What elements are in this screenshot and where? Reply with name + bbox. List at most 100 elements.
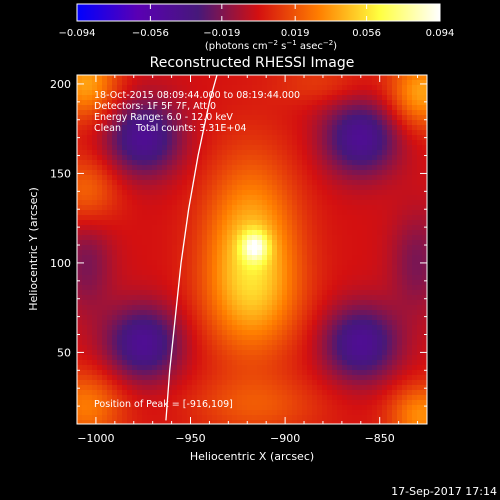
heatmap-cell [272,340,278,346]
heatmap-cell [227,385,233,391]
heatmap-cell [92,115,98,121]
heatmap-cell [217,105,223,111]
heatmap-cell [262,345,268,351]
heatmap-cell [167,185,173,191]
heatmap-cell [107,165,113,171]
heatmap-cell [272,370,278,376]
heatmap-cell [182,205,188,211]
heatmap-cell [102,190,108,196]
heatmap-cell [147,410,153,416]
heatmap-cell [352,165,358,171]
heatmap-cell [122,370,128,376]
heatmap-cell [327,315,333,321]
heatmap-cell [312,385,318,391]
heatmap-cell [107,240,113,246]
heatmap-cell [302,185,308,191]
heatmap-cell [147,100,153,106]
heatmap-cell [77,290,83,296]
heatmap-cell [337,350,343,356]
colorbar-tick-label: −0.019 [203,28,240,39]
heatmap-cell [97,165,103,171]
heatmap-cell [282,80,288,86]
heatmap-cell [257,120,263,126]
heatmap-cell [227,100,233,106]
heatmap-cell [217,250,223,256]
heatmap-cell [182,280,188,286]
heatmap-cell [162,275,168,281]
heatmap-cell [392,345,398,351]
heatmap-cell [107,230,113,236]
heatmap-cell [227,225,233,231]
heatmap-cell [182,285,188,291]
heatmap-cell [97,85,103,91]
heatmap-cell [212,380,218,386]
heatmap-cell [162,300,168,306]
heatmap-cell [177,150,183,156]
heatmap-cell [92,335,98,341]
heatmap-cell [142,265,148,271]
heatmap-cell [362,360,368,366]
y-tick-label: 50 [57,346,71,359]
heatmap-cell [237,120,243,126]
heatmap-cell [87,395,93,401]
heatmap-cell [397,130,403,136]
heatmap-cell [297,405,303,411]
heatmap-cell [347,75,353,81]
heatmap-cell [357,285,363,291]
heatmap-cell [137,210,143,216]
heatmap-cell [187,300,193,306]
heatmap-cell [202,90,208,96]
heatmap-cell [127,305,133,311]
heatmap-cell [297,300,303,306]
heatmap-cell [212,185,218,191]
heatmap-cell [207,230,213,236]
heatmap-cell [322,180,328,186]
heatmap-cell [227,145,233,151]
heatmap-cell [387,345,393,351]
heatmap-cell [377,95,383,101]
heatmap-cell [137,240,143,246]
heatmap-cell [307,405,313,411]
heatmap-cell [217,220,223,226]
heatmap-cell [147,315,153,321]
heatmap-cell [297,170,303,176]
heatmap-cell [307,205,313,211]
heatmap-cell [362,245,368,251]
heatmap-cell [202,140,208,146]
heatmap-cell [257,405,263,411]
heatmap-cell [112,410,118,416]
heatmap-cell [387,410,393,416]
heatmap-cell [92,305,98,311]
heatmap-cell [367,295,373,301]
heatmap-cell [187,115,193,121]
heatmap-cell [242,110,248,116]
heatmap-cell [292,315,298,321]
heatmap-cell [382,105,388,111]
heatmap-cell [162,190,168,196]
heatmap-cell [352,195,358,201]
heatmap-cell [162,135,168,141]
heatmap-cell [347,135,353,141]
heatmap-cell [272,345,278,351]
heatmap-cell [222,370,228,376]
heatmap-cell [242,345,248,351]
heatmap-cell [242,340,248,346]
heatmap-cell [147,125,153,131]
heatmap-cell [422,400,427,406]
heatmap-cell [82,380,88,386]
heatmap-cell [192,400,198,406]
heatmap-cell [237,285,243,291]
heatmap-cell [362,110,368,116]
heatmap-cell [297,345,303,351]
heatmap-cell [407,390,413,396]
heatmap-cell [162,295,168,301]
heatmap-cell [132,300,138,306]
heatmap-cell [257,145,263,151]
heatmap-cell [277,400,283,406]
heatmap-cell [347,280,353,286]
heatmap-cell [127,290,133,296]
heatmap-cell [417,75,423,81]
heatmap-cell [107,380,113,386]
heatmap-cell [232,325,238,331]
heatmap-cell [152,140,158,146]
